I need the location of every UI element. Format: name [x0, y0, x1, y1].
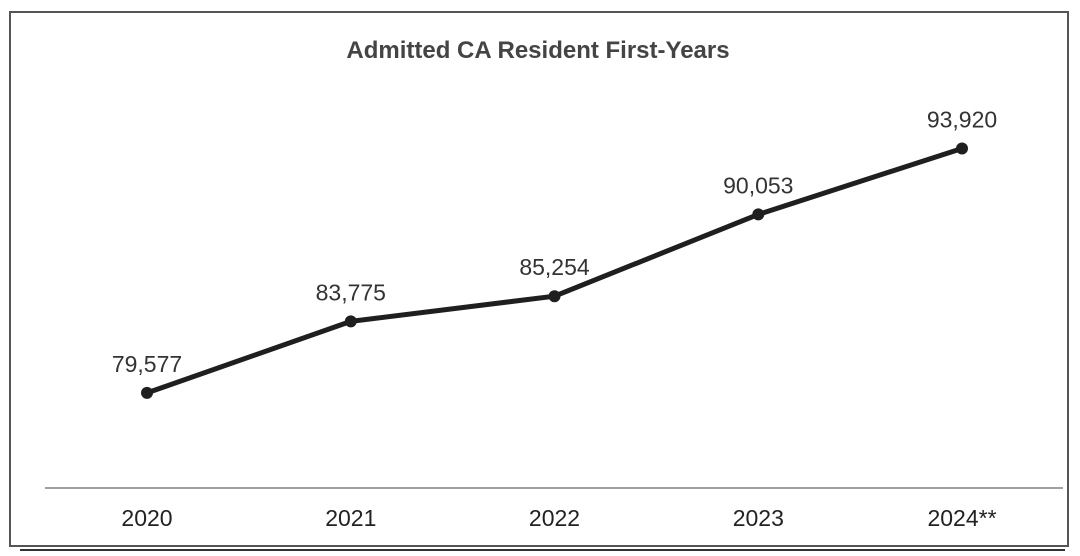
x-tick-label-2023: 2023: [733, 505, 784, 531]
x-tick-label-2021: 2021: [325, 505, 376, 531]
bottom-rule: [20, 549, 1065, 551]
data-point-2022: [548, 290, 561, 303]
data-point-2020: [141, 386, 153, 399]
data-label-2022: 85,254: [519, 254, 590, 280]
x-tick-label-2024: 2024**: [927, 505, 996, 531]
chart-title: Admitted CA Resident First-Years: [346, 37, 729, 64]
data-point-2021: [344, 315, 357, 328]
data-label-2024: 93,920: [927, 107, 997, 133]
data-point-2023: [752, 208, 765, 221]
data-label-2020: 79,577: [112, 351, 182, 377]
chart-frame: [9, 11, 1069, 547]
data-label-2023: 90,053: [723, 172, 793, 198]
x-tick-label-2020: 2020: [121, 505, 172, 531]
data-point-2024: [956, 142, 968, 155]
data-label-2021: 83,775: [316, 279, 386, 305]
x-tick-label-2022: 2022: [529, 505, 580, 531]
chart-marks: 79,577 2020 83,775 2021 85,254 2022 90,053 2023…: [112, 107, 997, 532]
